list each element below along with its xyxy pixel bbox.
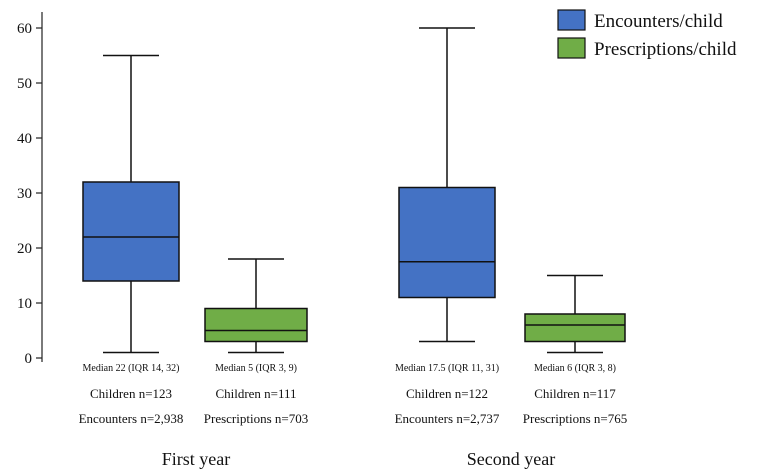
median-label: Median 5 (IQR 3, 9) <box>215 363 297 374</box>
group-label: Second year <box>467 449 555 469</box>
y-tick-label: 30 <box>17 186 32 202</box>
legend-label: Prescriptions/child <box>594 39 737 60</box>
legend-swatch <box>557 37 586 59</box>
box-prescriptions-child <box>204 307 308 343</box>
y-tick-label: 50 <box>17 76 32 92</box>
box-encounters-child <box>398 186 496 299</box>
y-tick-label: 40 <box>17 131 32 147</box>
y-tick-label: 0 <box>25 351 33 367</box>
count-label: Encounters n=2,737 <box>395 411 500 426</box>
box-encounters-child <box>82 181 180 282</box>
box-prescriptions-child <box>524 313 626 343</box>
count-label: Children n=117 <box>534 386 616 401</box>
box-plot-area <box>82 27 626 354</box>
count-label: Encounters n=2,938 <box>79 411 184 426</box>
legend: Encounters/child Prescriptions/child <box>557 9 737 60</box>
group-label: First year <box>162 449 230 469</box>
box-annotations: Median 22 (IQR 14, 32) Children n=123 Enco… <box>79 363 628 469</box>
count-label: Children n=111 <box>215 386 296 401</box>
legend-label: Encounters/child <box>594 11 723 32</box>
legend-swatch <box>557 9 586 31</box>
count-label: Prescriptions n=703 <box>204 411 308 426</box>
count-label: Children n=122 <box>406 386 488 401</box>
count-label: Prescriptions n=765 <box>523 411 627 426</box>
y-tick-label: 60 <box>17 21 32 37</box>
y-axis: 0 10 20 30 40 50 60 <box>17 12 43 367</box>
y-tick-label: 20 <box>17 241 32 257</box>
y-tick-label: 10 <box>17 296 32 312</box>
count-label: Children n=123 <box>90 386 172 401</box>
median-label: Median 17.5 (IQR 11, 31) <box>395 363 499 374</box>
median-label: Median 6 (IQR 3, 8) <box>534 363 616 374</box>
median-label: Median 22 (IQR 14, 32) <box>83 363 180 374</box>
